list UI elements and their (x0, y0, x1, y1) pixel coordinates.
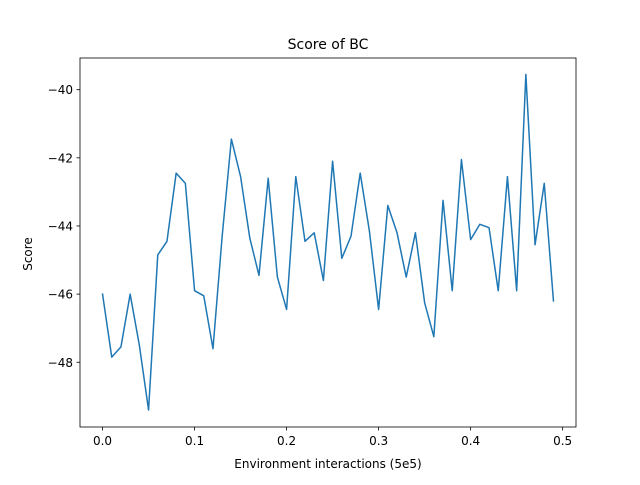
x-tick-label: 0.1 (185, 434, 204, 448)
x-tick-label: 0.5 (553, 434, 572, 448)
x-axis: 0.0 0.1 0.2 0.3 0.4 0.5 (93, 427, 572, 448)
series-line (101, 73, 555, 411)
x-axis-label: Environment interactions (5e5) (234, 457, 421, 471)
y-tick-label: −48 (48, 356, 73, 370)
x-tick-label: 0.3 (369, 434, 388, 448)
x-tick-label: 0.2 (277, 434, 296, 448)
chart-title: Score of BC (288, 37, 369, 53)
x-tick-label: 0.4 (461, 434, 480, 448)
y-axis: −48 −46 −44 −42 −40 (48, 83, 80, 370)
y-axis-label: Score (21, 237, 35, 271)
y-tick-label: −44 (48, 219, 73, 233)
y-tick-label: −46 (48, 288, 73, 302)
x-tick-label: 0.0 (93, 434, 112, 448)
y-tick-label: −40 (48, 83, 73, 97)
y-tick-label: −42 (48, 151, 73, 165)
plot-frame (79, 57, 577, 428)
plot-area (79, 57, 577, 428)
